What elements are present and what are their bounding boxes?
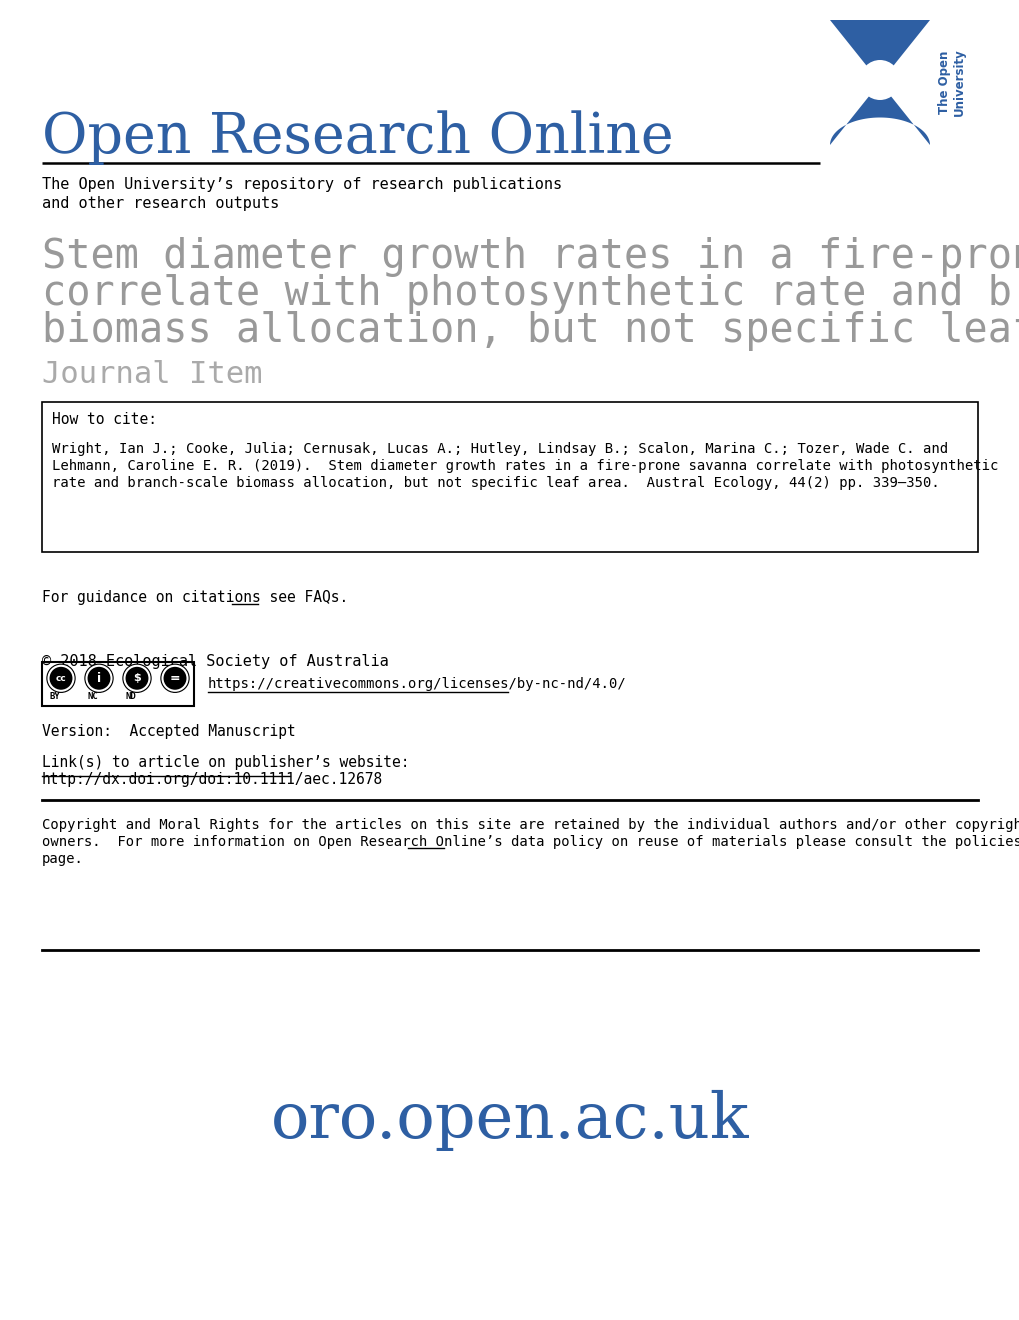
Text: and other research outputs: and other research outputs	[42, 195, 279, 211]
FancyBboxPatch shape	[42, 403, 977, 552]
Text: http://dx.doi.org/doi:10.1111/aec.12678: http://dx.doi.org/doi:10.1111/aec.12678	[42, 772, 383, 787]
Text: For guidance on citations see FAQs.: For guidance on citations see FAQs.	[42, 590, 347, 605]
Circle shape	[124, 665, 150, 690]
Text: BY: BY	[50, 692, 61, 701]
Text: $: $	[133, 673, 141, 684]
Text: cc: cc	[56, 673, 66, 682]
Circle shape	[49, 665, 73, 690]
Text: correlate with photosynthetic rate and branch-scale: correlate with photosynthetic rate and b…	[42, 275, 1019, 314]
FancyBboxPatch shape	[42, 663, 194, 706]
Text: page.: page.	[42, 851, 84, 866]
Text: Wright, Ian J.; Cooke, Julia; Cernusak, Lucas A.; Hutley, Lindsay B.; Scalon, Ma: Wright, Ian J.; Cooke, Julia; Cernusak, …	[52, 442, 948, 455]
Text: owners.  For more information on Open Research Online’s data policy on reuse of : owners. For more information on Open Res…	[42, 836, 1019, 849]
Text: biomass allocation, but not specific leaf area: biomass allocation, but not specific lea…	[42, 312, 1019, 351]
Text: How to cite:: How to cite:	[52, 412, 157, 426]
Text: NC: NC	[88, 692, 99, 701]
Text: Copyright and Moral Rights for the articles on this site are retained by the ind: Copyright and Moral Rights for the artic…	[42, 818, 1019, 832]
Text: Open Research Online: Open Research Online	[42, 110, 673, 165]
Text: © 2018 Ecological Society of Australia: © 2018 Ecological Society of Australia	[42, 653, 388, 669]
Circle shape	[85, 664, 113, 692]
Polygon shape	[829, 20, 929, 145]
Text: The Open
University: The Open University	[937, 49, 965, 116]
Circle shape	[87, 665, 111, 690]
Text: Version:  Accepted Manuscript: Version: Accepted Manuscript	[42, 723, 296, 739]
Circle shape	[161, 664, 189, 692]
Text: rate and branch-scale biomass allocation, but not specific leaf area.  Austral E: rate and branch-scale biomass allocation…	[52, 477, 938, 490]
Circle shape	[859, 59, 899, 100]
Text: i: i	[97, 672, 101, 685]
Circle shape	[123, 664, 151, 692]
Text: Stem diameter growth rates in a fire-prone savanna: Stem diameter growth rates in a fire-pro…	[42, 238, 1019, 277]
Text: Journal Item: Journal Item	[42, 360, 262, 389]
Text: Link(s) to article on publisher’s website:: Link(s) to article on publisher’s websit…	[42, 755, 409, 770]
Circle shape	[47, 664, 75, 692]
Text: ND: ND	[126, 692, 137, 701]
Circle shape	[162, 665, 187, 690]
Text: Lehmann, Caroline E. R. (2019).  Stem diameter growth rates in a fire-prone sava: Lehmann, Caroline E. R. (2019). Stem dia…	[52, 459, 998, 473]
Text: oro.open.ac.uk: oro.open.ac.uk	[270, 1089, 749, 1151]
Text: The Open University’s repository of research publications: The Open University’s repository of rese…	[42, 177, 561, 191]
Text: =: =	[169, 672, 180, 685]
Text: https://creativecommons.org/licenses/by-nc-nd/4.0/: https://creativecommons.org/licenses/by-…	[208, 677, 626, 690]
